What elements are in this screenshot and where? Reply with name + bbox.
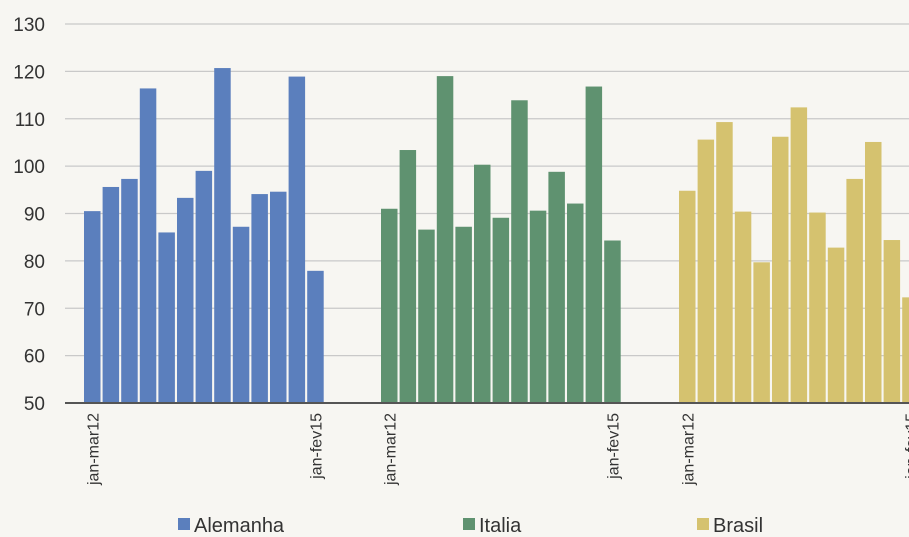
bar xyxy=(809,212,826,403)
y-tick-label: 50 xyxy=(24,394,45,415)
bar xyxy=(158,232,175,403)
legend-label: Alemanha xyxy=(194,515,285,537)
bar xyxy=(529,210,547,403)
bar xyxy=(790,107,808,403)
bar xyxy=(679,190,696,403)
bar xyxy=(474,164,491,403)
bar xyxy=(214,68,231,403)
series-italia xyxy=(381,76,621,404)
bar xyxy=(288,76,306,404)
bar xyxy=(511,100,528,404)
bar xyxy=(436,76,454,404)
series-alemanha xyxy=(84,68,324,404)
y-tick-label: 110 xyxy=(15,110,45,131)
bar xyxy=(307,270,324,403)
y-tick-label: 100 xyxy=(13,157,45,178)
bars xyxy=(84,68,909,404)
bar xyxy=(84,211,101,403)
bar xyxy=(251,194,268,403)
x-tick-label: jan-mar12 xyxy=(85,413,102,486)
bar xyxy=(585,86,603,403)
bar xyxy=(399,150,417,403)
legend-label: Brasil xyxy=(713,515,763,537)
bar xyxy=(121,178,138,403)
bar xyxy=(716,122,733,403)
bar xyxy=(492,217,510,403)
x-tick-label: jan-fev15 xyxy=(605,413,622,480)
legend-item-brasil: Brasil xyxy=(697,515,763,537)
bar xyxy=(418,229,435,403)
legend-swatch xyxy=(697,518,709,530)
bar xyxy=(697,139,715,403)
bar xyxy=(846,178,863,403)
x-tick-label: jan-fev15 xyxy=(308,413,325,480)
bar xyxy=(455,226,472,403)
legend-item-italia: Italia xyxy=(463,515,522,537)
x-axis-labels: jan-mar12 jan-fev15 jan-mar12 jan-fev15 jan-… xyxy=(85,413,909,486)
bar xyxy=(883,240,901,403)
y-tick-label: 130 xyxy=(13,15,45,36)
bar xyxy=(102,186,120,403)
y-tick-label: 90 xyxy=(24,205,45,226)
legend-label: Italia xyxy=(479,515,522,537)
bar xyxy=(772,136,789,403)
bar xyxy=(177,197,194,403)
x-tick-label: jan-fev15 xyxy=(903,413,909,480)
series-brasil xyxy=(679,107,909,403)
bar xyxy=(604,240,621,403)
y-tick-label: 80 xyxy=(24,252,45,273)
legend-item-alemanha: Alemanha xyxy=(178,515,285,537)
bar xyxy=(567,203,584,403)
bar xyxy=(195,170,213,403)
y-tick-label: 120 xyxy=(13,62,45,83)
legend-swatch xyxy=(178,518,190,530)
bar xyxy=(753,262,770,403)
x-tick-label: jan-mar12 xyxy=(382,413,399,486)
bar xyxy=(734,211,752,403)
legend: Alemanha Italia Brasil xyxy=(178,515,763,537)
legend-swatch xyxy=(463,518,475,530)
bar xyxy=(902,297,909,403)
bar xyxy=(381,208,398,403)
y-axis: 50 60 70 80 90 100 110 120 130 xyxy=(13,15,45,415)
bar xyxy=(827,247,845,403)
bar xyxy=(865,141,882,403)
bar xyxy=(232,226,250,403)
y-tick-label: 70 xyxy=(24,299,45,320)
y-tick-label: 60 xyxy=(24,347,45,368)
x-tick-label: jan-mar12 xyxy=(680,413,697,486)
bar xyxy=(270,191,287,403)
bar xyxy=(139,88,157,404)
bar xyxy=(548,171,565,403)
